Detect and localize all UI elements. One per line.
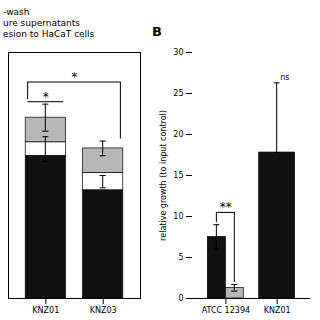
html-text:ure supernatants: ure supernatants <box>3 18 80 28</box>
svg-text:25: 25 <box>173 89 183 98</box>
svg-text:0: 0 <box>178 294 183 303</box>
html-text:esion to HaCaT cells: esion to HaCaT cells <box>3 29 95 39</box>
svg-text:ns: ns <box>280 73 289 82</box>
html-text:B: B <box>152 24 162 39</box>
svg-text:10: 10 <box>173 212 183 221</box>
svg-text:5: 5 <box>178 253 183 262</box>
svg-text:KNZ03: KNZ03 <box>90 306 117 315</box>
svg-text:ATCC 12394: ATCC 12394 <box>202 306 250 315</box>
svg-text:KNZ01: KNZ01 <box>264 306 291 315</box>
svg-text:*: * <box>72 70 78 84</box>
svg-text:relative growth (to input cont: relative growth (to input control) <box>159 110 168 241</box>
html-text:-wash: -wash <box>3 7 30 17</box>
svg-text:KNZ01: KNZ01 <box>32 306 59 315</box>
svg-text:*: * <box>43 90 49 104</box>
svg-text:15: 15 <box>173 171 183 180</box>
svg-text:30: 30 <box>173 48 183 57</box>
svg-text:20: 20 <box>173 130 183 139</box>
svg-text:**: ** <box>220 200 232 214</box>
